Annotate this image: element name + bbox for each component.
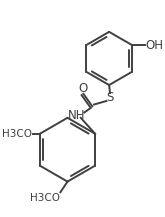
Text: H3CO: H3CO (30, 192, 60, 202)
Text: NH: NH (68, 109, 85, 122)
Text: S: S (106, 91, 114, 104)
Text: O: O (79, 82, 88, 95)
Text: OH: OH (145, 39, 164, 52)
Text: H3CO: H3CO (2, 129, 32, 139)
